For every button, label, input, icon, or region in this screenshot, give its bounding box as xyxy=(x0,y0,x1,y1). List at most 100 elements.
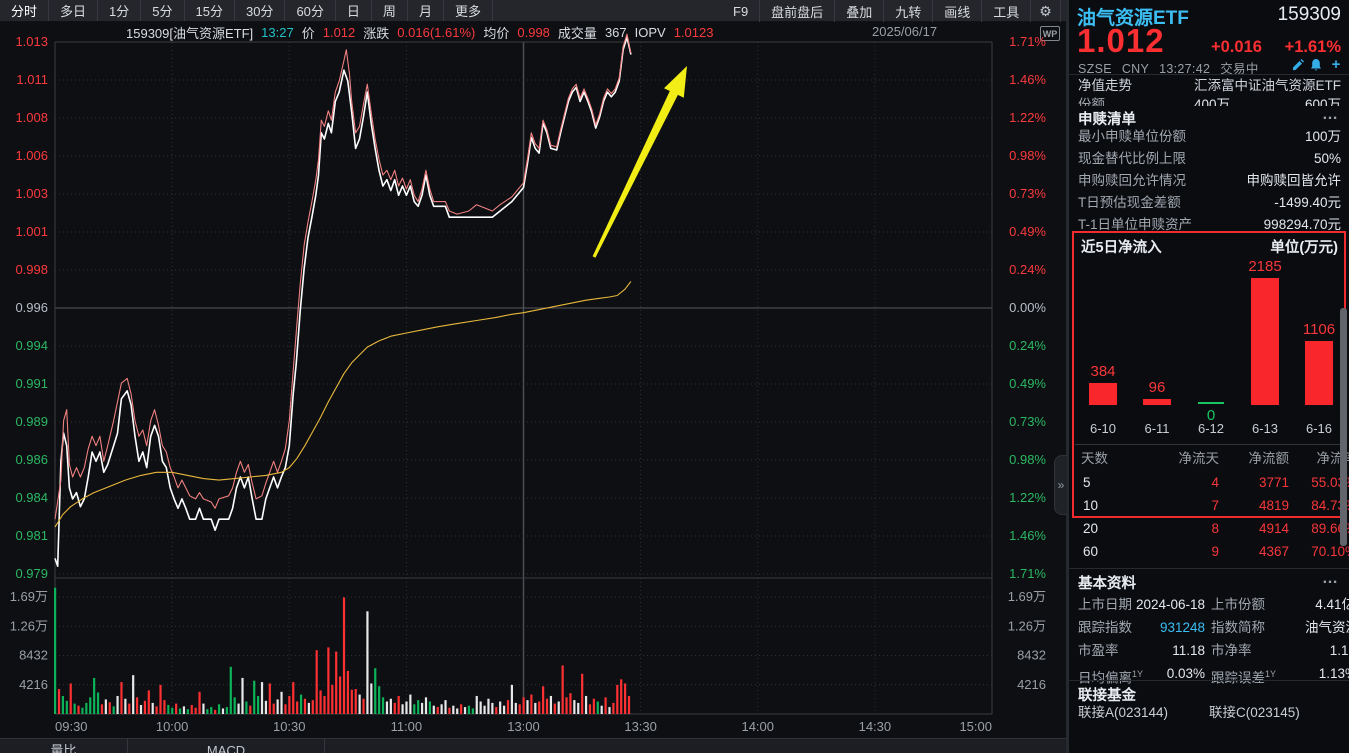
volume-bar xyxy=(385,701,389,714)
feeder-fund-link[interactable]: 联接C(023145) xyxy=(1209,705,1300,720)
volume-bar xyxy=(108,702,111,714)
volume-bar xyxy=(245,701,248,714)
period-tab-5分[interactable]: 5分 xyxy=(141,0,185,21)
volume-bar xyxy=(549,695,553,714)
time-axis-label: 15:00 xyxy=(959,719,992,734)
flow-row-days: 10 xyxy=(1083,498,1099,513)
volume-bar xyxy=(225,707,228,714)
tool-button-工具[interactable]: 工具 xyxy=(982,0,1032,22)
quote-info-bar: 159309[油气资源ETF] 13:27 价 1.012 涨跌 0.016(1.61%)… xyxy=(0,22,1066,42)
flow-row-days: 20 xyxy=(1083,521,1099,536)
volume-bar xyxy=(612,702,615,714)
volume-bar xyxy=(538,701,541,714)
tool-button-叠加[interactable]: 叠加 xyxy=(835,0,885,22)
tool-button-盘前盘后[interactable]: 盘前盘后 xyxy=(760,0,836,22)
period-tab-1分[interactable]: 1分 xyxy=(98,0,142,21)
info-label: 上市份额 xyxy=(1211,597,1265,612)
volume-bar xyxy=(444,700,447,714)
panel-scrollbar-thumb[interactable] xyxy=(1340,308,1347,546)
volume-bar xyxy=(378,686,381,714)
settings-gear-icon[interactable]: ⚙ xyxy=(1031,0,1061,22)
price-change-pct: +1.61% xyxy=(1284,38,1341,56)
volume-bar xyxy=(288,695,291,714)
volume-bar xyxy=(167,704,170,714)
volume-bar xyxy=(175,703,178,714)
volume-bar xyxy=(276,699,279,714)
volume-bar xyxy=(475,695,478,714)
collapse-panel-button[interactable]: » xyxy=(1054,455,1067,515)
volume-bar xyxy=(221,708,225,714)
volume-bar xyxy=(65,700,68,714)
section-title-redemption: 申赎清单 xyxy=(1078,112,1136,128)
volume-bar xyxy=(389,698,392,714)
volume-bar xyxy=(467,705,471,714)
basic-info-more-button[interactable]: … xyxy=(1322,570,1339,587)
flow-bar-category: 6-12 xyxy=(1197,421,1225,436)
intraday-chart: 1.013 1.71% 1.011 1.46% 1.008 1.22% 1.006 0.98%… xyxy=(10,33,1046,734)
volume-bar xyxy=(362,698,365,714)
period-tab-更多[interactable]: 更多 xyxy=(444,0,493,21)
tool-button-F9[interactable]: F9 xyxy=(722,0,761,22)
flow-bar-zero xyxy=(1198,402,1224,404)
redemption-more-button[interactable]: … xyxy=(1322,106,1339,123)
volume-bar xyxy=(159,684,162,714)
volume-bar xyxy=(272,703,275,714)
indicator-tab-量比[interactable]: 量比 xyxy=(0,739,128,753)
flow-bar-value: 384 xyxy=(1090,363,1116,380)
alert-bell-icon[interactable] xyxy=(1309,58,1323,72)
tool-button-画线[interactable]: 画线 xyxy=(933,0,983,22)
period-tab-日[interactable]: 日 xyxy=(336,0,372,21)
flow-bar-value: 1106 xyxy=(1302,321,1336,338)
net-inflow-unit: 单位(万元) xyxy=(1270,240,1338,256)
nav-value-trend-row[interactable]: 净值走势 汇添富中证油气资源ETF xyxy=(1069,75,1349,97)
scrolled-clipped-row: 份额 400万 600万 xyxy=(1069,95,1349,106)
feeder-fund-link[interactable]: 联接A(023144) xyxy=(1078,705,1169,720)
price-axis-label: 0.981 xyxy=(15,528,48,543)
flow-row-value: 3771 xyxy=(1258,475,1289,490)
row-value: 50% xyxy=(1313,151,1341,166)
flow-row-value: 4 xyxy=(1211,475,1219,490)
volume-bar xyxy=(69,683,72,714)
volume-bar xyxy=(608,707,611,714)
volume-bar xyxy=(100,704,104,714)
tool-button-九转[interactable]: 九转 xyxy=(884,0,934,22)
indicator-tab-MACD[interactable]: MACD xyxy=(128,739,325,753)
nav-trend-label[interactable]: 净值走势 xyxy=(1078,78,1132,93)
volume-bar xyxy=(502,705,506,714)
volume-axis-label: 8432 xyxy=(1017,648,1046,663)
period-tab-多日[interactable]: 多日 xyxy=(49,0,99,21)
period-tab-15分[interactable]: 15分 xyxy=(185,0,235,21)
period-tab-60分[interactable]: 60分 xyxy=(285,0,336,21)
quote-info-item-1: 13:27 xyxy=(261,24,294,40)
clipped-value-2: 600万 xyxy=(1304,97,1341,106)
period-tab-周[interactable]: 周 xyxy=(372,0,408,21)
volume-bar xyxy=(178,708,182,714)
volume-bar xyxy=(417,700,420,714)
chart-date: 2025/06/17 xyxy=(872,24,938,39)
pct-axis-label: 0.98% xyxy=(1009,148,1046,163)
edit-icon[interactable] xyxy=(1291,58,1305,72)
volume-bar xyxy=(315,650,318,714)
volume-axis-label: 4216 xyxy=(1017,677,1046,692)
price-axis-label: 0.989 xyxy=(15,414,48,429)
volume-bar xyxy=(436,707,439,714)
volume-bar xyxy=(432,705,435,714)
period-tab-30分[interactable]: 30分 xyxy=(235,0,286,21)
period-tab-分时[interactable]: 分时 xyxy=(0,0,50,21)
price-line xyxy=(54,36,632,568)
volume-bar xyxy=(132,675,135,714)
wp-badge-icon[interactable]: WP xyxy=(1040,26,1060,41)
volume-bar xyxy=(588,704,592,714)
volume-bar xyxy=(327,647,330,714)
volume-bar xyxy=(374,668,377,714)
volume-bar xyxy=(116,695,119,714)
volume-axis-label: 1.26万 xyxy=(1008,618,1046,633)
volume-bar xyxy=(163,700,166,714)
volume-bar xyxy=(104,699,107,714)
add-watchlist-icon[interactable]: + xyxy=(1331,56,1341,73)
volume-bar xyxy=(311,700,314,714)
period-tab-月[interactable]: 月 xyxy=(408,0,444,21)
volume-bar xyxy=(253,680,256,714)
flow-col-header: 天数 xyxy=(1081,451,1108,466)
redemption-row: T日预估现金差额 -1499.40元 xyxy=(1069,192,1349,214)
